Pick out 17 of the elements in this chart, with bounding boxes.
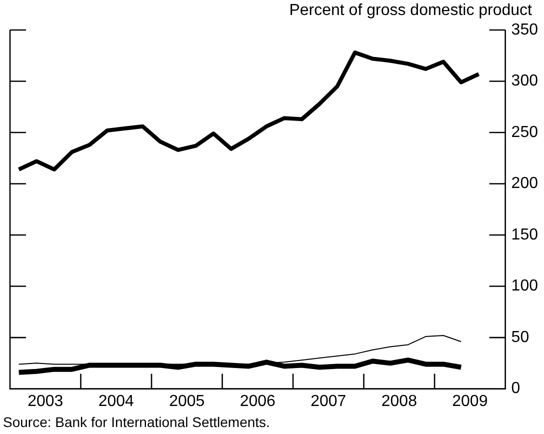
x-tick-label: 2007 [310, 392, 346, 410]
x-tick-label: 2005 [169, 392, 205, 410]
y-tick-label: 250 [511, 124, 538, 141]
y-tick-label: 150 [511, 226, 538, 244]
y-tick-label: 0 [511, 380, 520, 398]
x-tick-label: 2008 [381, 392, 418, 410]
x-tick-label: 2004 [98, 392, 134, 410]
y-tick-label: 50 [511, 328, 530, 346]
y-tick-label: 200 [511, 175, 538, 192]
y-axis-title: Percent of gross domestic product [289, 2, 532, 20]
y-tick-label: 300 [511, 72, 538, 90]
source-note: Source: Bank for International Settlements. [3, 414, 270, 430]
x-tick-label: 2003 [28, 392, 64, 410]
y-tick-label: 100 [511, 278, 538, 295]
x-tick-label: 2009 [452, 392, 488, 410]
y-tick-label: 350 [511, 21, 538, 38]
x-tick-label: 2006 [240, 392, 276, 410]
